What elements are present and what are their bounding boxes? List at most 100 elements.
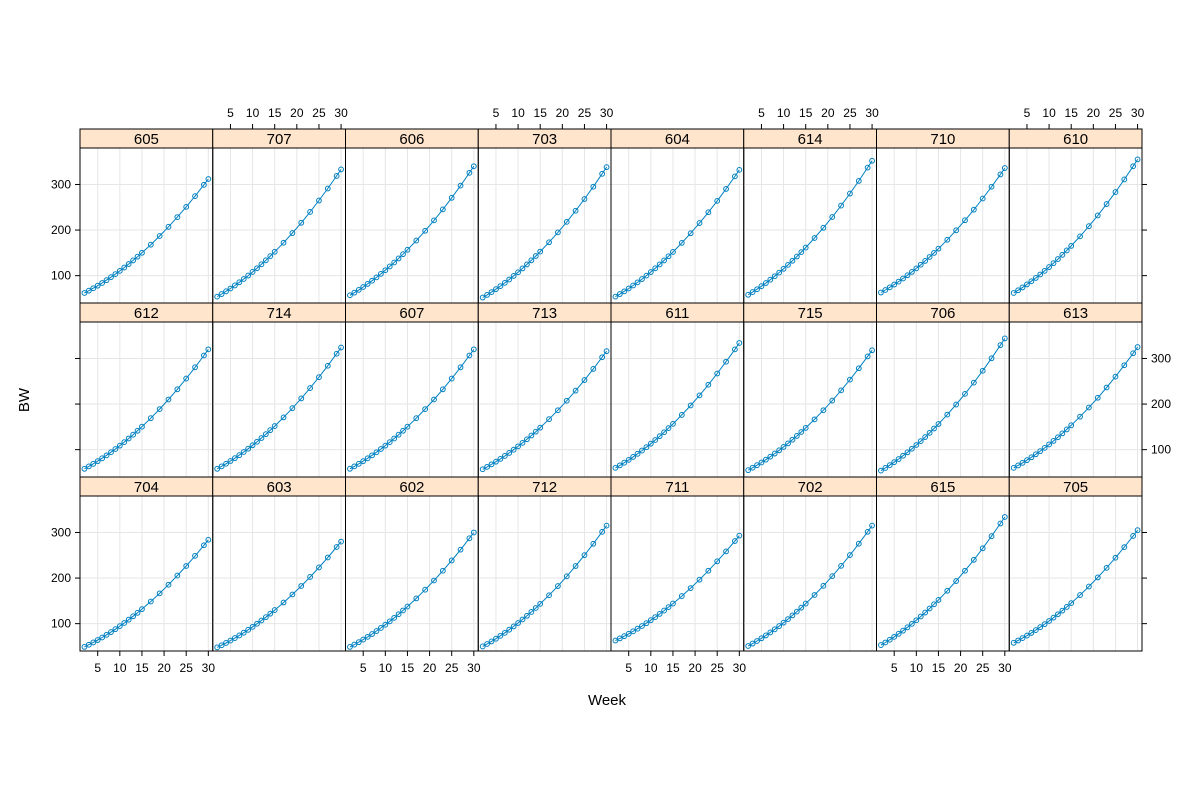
data-point — [891, 633, 898, 640]
x-tick-label: 25 — [976, 661, 990, 675]
data-point — [258, 617, 265, 624]
data-point — [895, 630, 902, 637]
data-point — [793, 253, 800, 260]
data-point — [94, 637, 101, 643]
data-point — [886, 636, 893, 643]
data-point — [103, 631, 110, 638]
data-point — [599, 170, 606, 177]
data-point — [240, 276, 247, 282]
data-point — [922, 609, 929, 616]
data-point — [280, 239, 287, 246]
data-point — [1130, 533, 1137, 539]
data-point — [231, 635, 238, 641]
data-point — [90, 639, 97, 646]
data-point — [316, 197, 322, 204]
data-point — [917, 438, 924, 444]
data-point — [630, 454, 637, 460]
data-point — [360, 284, 367, 290]
data-point — [1028, 630, 1035, 636]
data-point — [1063, 604, 1070, 610]
data-point — [745, 291, 752, 298]
data-point — [762, 632, 769, 639]
data-point — [838, 387, 844, 394]
data-point — [1050, 614, 1057, 621]
x-tick-label: 25 — [1109, 106, 1123, 120]
data-point — [1112, 373, 1119, 380]
data-point — [847, 190, 853, 197]
data-point — [382, 621, 389, 628]
data-point — [736, 166, 743, 173]
fit-line — [1013, 159, 1139, 294]
x-tick-label: 25 — [843, 106, 857, 120]
data-point — [886, 284, 893, 291]
data-point — [488, 289, 495, 296]
data-point — [369, 277, 375, 284]
data-point — [749, 464, 756, 471]
data-point — [130, 257, 137, 264]
panel-710: 710 — [876, 128, 1010, 304]
data-point — [634, 450, 641, 457]
data-point — [355, 286, 362, 293]
fit-line — [349, 349, 475, 470]
panel-711: 711 — [610, 476, 745, 652]
data-point — [665, 253, 672, 260]
y-axis-label: BW — [16, 387, 33, 412]
panel-frame — [743, 147, 877, 304]
data-point — [997, 520, 1004, 527]
panel-frame — [876, 495, 1010, 652]
data-point — [205, 176, 212, 182]
data-point — [532, 428, 539, 435]
strip-label: 615 — [930, 479, 955, 496]
data-point — [386, 618, 393, 625]
data-point — [780, 619, 787, 626]
data-point — [201, 352, 207, 359]
data-point — [953, 578, 960, 584]
data-point — [134, 609, 141, 616]
y-tick-label: 200 — [51, 571, 71, 585]
data-point — [1019, 635, 1026, 642]
data-point — [360, 458, 367, 465]
data-point — [404, 603, 411, 610]
strip-label: 702 — [798, 479, 823, 496]
data-point — [820, 407, 827, 414]
data-point — [351, 289, 358, 296]
strip-label: 605 — [134, 131, 159, 148]
data-point — [130, 613, 137, 620]
data-point — [811, 592, 818, 598]
data-point — [373, 274, 380, 281]
data-point — [223, 640, 229, 646]
x-tick-label: 5 — [758, 106, 765, 120]
data-point — [501, 453, 508, 459]
data-point — [1055, 256, 1061, 262]
data-point — [979, 545, 986, 552]
data-point — [776, 447, 783, 454]
data-point — [338, 538, 344, 545]
strip-label: 604 — [665, 131, 690, 148]
data-point — [431, 217, 437, 224]
data-point — [431, 577, 437, 584]
data-point — [493, 286, 499, 293]
data-point — [497, 455, 504, 462]
x-tick-label: 15 — [799, 106, 813, 120]
data-point — [369, 631, 375, 637]
data-point — [900, 452, 906, 459]
data-point — [1015, 287, 1021, 294]
data-point — [147, 598, 154, 605]
data-point — [563, 218, 570, 225]
data-point — [572, 563, 579, 569]
data-point — [723, 186, 729, 192]
data-point — [382, 267, 389, 274]
data-point — [811, 416, 818, 423]
data-point — [723, 548, 729, 555]
data-point — [639, 276, 645, 282]
data-point — [439, 206, 446, 213]
data-point — [878, 642, 884, 648]
data-point — [758, 459, 765, 466]
data-point — [705, 381, 712, 388]
data-point — [767, 629, 774, 636]
data-point — [192, 552, 198, 559]
data-point — [254, 265, 260, 272]
data-point — [457, 546, 464, 553]
data-point — [847, 376, 853, 383]
data-point — [1068, 422, 1075, 429]
